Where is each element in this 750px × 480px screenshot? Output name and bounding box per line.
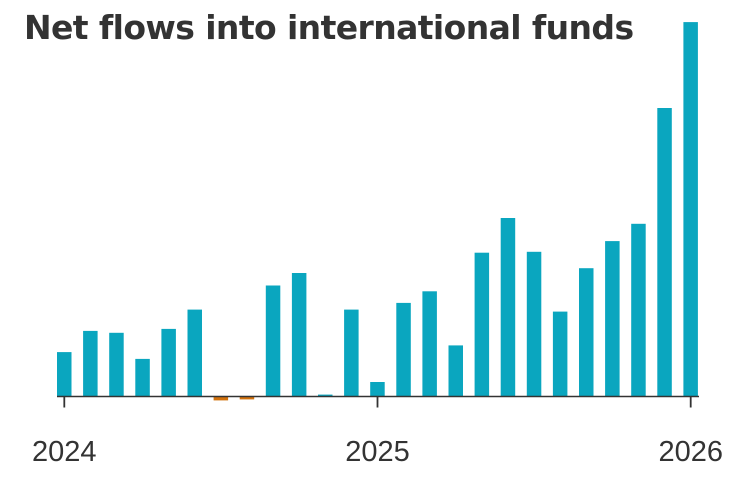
x-tick-label-2024: 2024	[32, 436, 97, 468]
chart-title: Net flows into international funds	[24, 8, 634, 47]
bar-2025-03	[422, 291, 437, 397]
bar-2025-11	[631, 223, 646, 397]
bar-2025-05	[474, 252, 490, 397]
bar-2025-09	[579, 268, 594, 397]
bar-2024-09	[265, 285, 281, 397]
bar-2024-11	[318, 394, 333, 397]
bar-2024-10	[291, 273, 307, 397]
bar-2024-08	[239, 396, 255, 400]
bar-2025-08	[552, 311, 568, 397]
bar-2025-07	[526, 251, 542, 397]
bar-2025-01	[370, 382, 385, 397]
bar-2024-12	[344, 309, 359, 397]
bar-2024-07	[213, 396, 229, 401]
bar-2026-01	[683, 22, 698, 397]
bar-2025-06	[500, 218, 516, 397]
bar-2025-10	[605, 241, 620, 397]
bar-2024-04	[135, 358, 150, 397]
x-tick-label-2025: 2025	[345, 436, 410, 468]
x-tick-label-2026: 2026	[658, 436, 723, 468]
bar-2024-01	[57, 352, 72, 397]
bar-2025-12	[657, 108, 672, 397]
bar-2024-03	[109, 332, 124, 397]
bar-2024-02	[83, 330, 98, 397]
bar-2024-05	[161, 328, 176, 397]
x-axis-ticks: 2024 2025 2026	[32, 396, 723, 468]
bar-2025-02	[396, 302, 411, 397]
bars-group	[57, 22, 698, 401]
bar-2024-06	[187, 309, 202, 397]
bar-2025-04	[448, 345, 463, 397]
